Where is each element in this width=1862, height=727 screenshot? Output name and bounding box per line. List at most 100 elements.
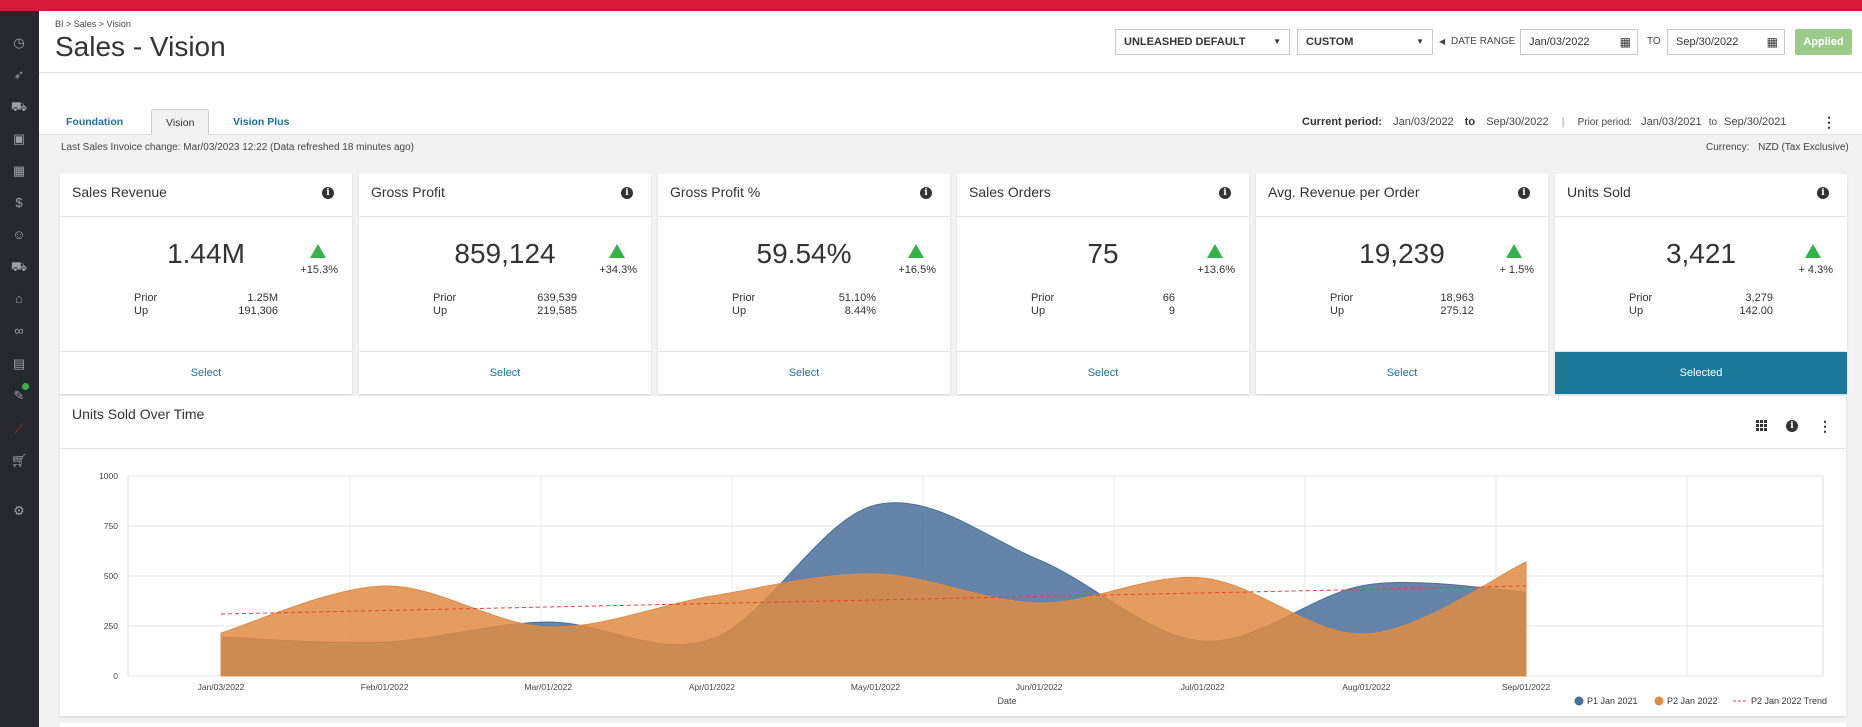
sales-icon[interactable]: ⛟ <box>10 99 28 114</box>
up-label: Up <box>433 305 448 317</box>
trend-up-icon <box>908 244 924 258</box>
card-value: 3,421 <box>1665 238 1737 269</box>
dashboard-icon[interactable]: ◷ <box>13 35 25 50</box>
bi-chart-icon[interactable]: ⟋ <box>14 421 24 436</box>
trend-up-icon <box>310 244 326 258</box>
selected-button[interactable]: Selected <box>1555 352 1847 394</box>
info-icon[interactable]: i <box>1219 187 1231 199</box>
integrations-icon[interactable]: ✎ <box>9 383 29 406</box>
tab-foundation[interactable]: Foundation <box>66 116 124 128</box>
select-button[interactable]: Select <box>489 367 521 379</box>
card-value: 75 <box>1087 238 1119 269</box>
prior-label: Prior <box>1031 292 1055 304</box>
warehouse-icon[interactable]: ▦ <box>12 163 26 178</box>
link-icon[interactable]: ∞ <box>14 323 24 338</box>
chart-title: Units Sold Over Time <box>72 406 205 422</box>
trend-up-icon <box>609 244 625 258</box>
prior-label: Prior <box>732 292 756 304</box>
select-button[interactable]: Select <box>190 367 222 379</box>
calendar-icon[interactable]: ▦ <box>1766 35 1778 49</box>
prior-value: 3,279 <box>1745 292 1773 304</box>
template-select[interactable]: UNLEASHED DEFAULT ▼ <box>1115 29 1290 55</box>
info-icon[interactable]: i <box>621 187 633 199</box>
up-value: 275.12 <box>1440 305 1474 317</box>
chart-more-icon[interactable]: ⋮ <box>1818 418 1832 434</box>
card-value: 1.44M <box>167 238 245 269</box>
tab-vision[interactable]: Vision <box>151 109 210 135</box>
card-title: Sales Orders <box>969 184 1051 200</box>
prior-value: 18,963 <box>1440 292 1474 304</box>
card-divider <box>957 351 1249 352</box>
legend-swatch-p1-jan-2021 <box>1574 696 1584 706</box>
up-label: Up <box>1031 305 1046 317</box>
tab-vision-plus[interactable]: Vision Plus <box>233 116 290 128</box>
x-tick-label: Aug/01/2022 <box>1342 682 1390 692</box>
prior-period-to-label: to <box>1708 117 1718 128</box>
up-value: 191,306 <box>238 305 278 317</box>
cart-icon[interactable]: 🛒︎ <box>10 453 28 468</box>
select-button[interactable]: Select <box>1087 367 1119 379</box>
info-icon[interactable]: i <box>920 187 932 199</box>
prev-range-icon[interactable]: ◀ <box>1439 37 1446 46</box>
applied-button[interactable]: Applied <box>1795 29 1852 55</box>
prior-value: 639,539 <box>537 292 577 304</box>
store-icon[interactable]: ⌂ <box>15 291 23 306</box>
period-more-icon[interactable]: ⋮ <box>1822 114 1836 130</box>
last-change-note: Last Sales Invoice change: Mar/03/2023 1… <box>61 142 414 153</box>
x-tick-label: Apr/01/2022 <box>689 682 736 692</box>
y-tick-label: 0 <box>113 671 118 681</box>
card-divider <box>1555 351 1847 352</box>
grid-view-icon[interactable] <box>1756 420 1767 431</box>
prior-label: Prior <box>433 292 457 304</box>
kpi-card: Avg. Revenue per Order i 19,239 + 1.5% Prior… <box>1256 174 1548 394</box>
truck-icon[interactable]: ⛟ <box>10 259 28 274</box>
select-button[interactable]: Select <box>788 367 820 379</box>
card-title: Sales Revenue <box>72 184 167 200</box>
card-title: Gross Profit <box>371 184 445 200</box>
rocket-icon[interactable]: ➶ <box>13 67 25 82</box>
top-accent-bar <box>0 0 1862 11</box>
units-sold-chart-panel: Units Sold Over Time i ⋮ 0 250 500 750 1000 J… <box>60 396 1846 716</box>
kpi-card: Sales Orders i 75 +13.6% Prior 66 Up 9 Select <box>957 174 1249 394</box>
chart-header-divider <box>60 448 1846 449</box>
prior-value: 1.25M <box>247 292 278 304</box>
dollar-icon[interactable]: $ <box>15 195 23 210</box>
card-change: +13.6% <box>1197 264 1235 276</box>
current-period-from: Jan/03/2022 <box>1393 116 1454 128</box>
up-value: 9 <box>1168 305 1175 317</box>
box-icon[interactable]: ▣ <box>12 131 26 146</box>
kpi-card: Sales Revenue i 1.44M +15.3% Prior 1.25M Up 191… <box>60 174 352 394</box>
page-header: BI > Sales > Vision Sales - Vision UNLEA… <box>39 11 1862 73</box>
x-tick-label: May/01/2022 <box>851 682 900 692</box>
currency-value: NZD (Tax Exclusive) <box>1758 142 1849 153</box>
to-label: TO <box>1647 36 1661 47</box>
page-title: Sales - Vision <box>55 31 226 62</box>
info-icon[interactable]: i <box>322 187 334 199</box>
prior-period-to: Sep/30/2021 <box>1724 116 1787 128</box>
units-sold-chart: 0 250 500 750 1000 Jan/03/2022 Feb/01/2022 Mar/… <box>99 471 1827 706</box>
date-from-input[interactable]: Jan/03/2022 ▦ <box>1520 29 1638 55</box>
calendar-icon[interactable]: ▦ <box>1619 35 1631 49</box>
legend-label-p2-jan-2022-trend: P2 Jan 2022 Trend <box>1751 696 1827 706</box>
info-icon[interactable]: i <box>1817 187 1829 199</box>
card-value: 19,239 <box>1359 238 1445 269</box>
settings-icon[interactable]: ⚙ <box>13 503 25 518</box>
info-icon[interactable]: i <box>1518 187 1530 199</box>
y-tick-label: 500 <box>104 571 118 581</box>
trend-up-icon <box>1506 244 1522 258</box>
range-type-select[interactable]: CUSTOM ▼ <box>1297 29 1433 55</box>
customers-icon[interactable]: ☺ <box>12 227 26 242</box>
x-tick-label: Jul/01/2022 <box>1181 682 1225 692</box>
legend-label-p1-jan-2021: P1 Jan 2021 <box>1587 696 1638 706</box>
table-icon[interactable]: ▤ <box>12 356 26 371</box>
card-change: +16.5% <box>898 264 936 276</box>
chevron-down-icon: ▼ <box>1273 37 1281 46</box>
select-button[interactable]: Select <box>1386 367 1418 379</box>
current-period-to: Sep/30/2022 <box>1486 116 1549 128</box>
range-type-select-value: CUSTOM <box>1306 36 1354 48</box>
date-to-input[interactable]: Sep/30/2022 ▦ <box>1667 29 1785 55</box>
kpi-card: Units Sold i 3,421 + 4.3% Prior 3,279 Up 142.00… <box>1555 174 1847 394</box>
card-change: +34.3% <box>599 264 637 276</box>
line-p2-jan-2022-trend <box>220 585 1527 615</box>
chart-info-icon[interactable]: i <box>1786 420 1798 432</box>
